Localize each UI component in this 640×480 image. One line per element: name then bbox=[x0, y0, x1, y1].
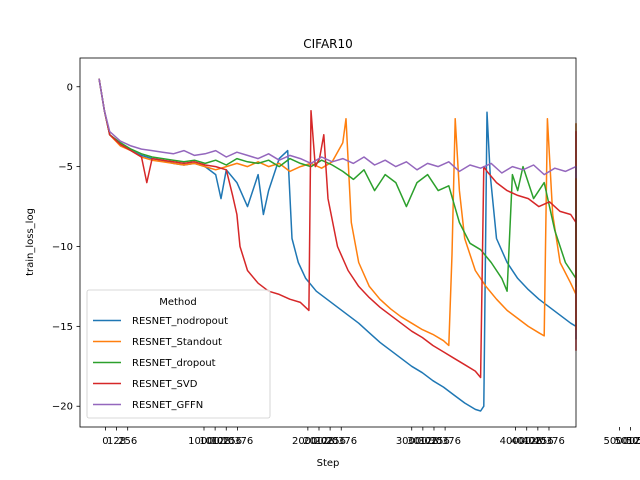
legend-title: Method bbox=[159, 297, 197, 308]
legend-label-RESNET_dropout: RESNET_dropout bbox=[132, 358, 216, 369]
x-tick-label: 128 bbox=[107, 436, 126, 447]
y-tick-label: −5 bbox=[58, 162, 73, 173]
x-tick-label: 10256 bbox=[210, 436, 242, 447]
y-tick-label: 0 bbox=[67, 82, 73, 93]
x-tick-label: 20128 bbox=[303, 436, 335, 447]
y-tick-label: −20 bbox=[52, 402, 73, 413]
legend-items: RESNET_nodropout RESNET_Standout RESNET_dr… bbox=[93, 316, 228, 411]
legend-label-RESNET_nodropout: RESNET_nodropout bbox=[132, 316, 228, 327]
chart-title: CIFAR10 bbox=[303, 37, 353, 51]
y-tick-label: −10 bbox=[52, 242, 73, 253]
y-axis: 0 −5 −10 −15 −20 bbox=[52, 82, 80, 413]
x-tick-label: 50376 bbox=[637, 436, 640, 447]
legend-box bbox=[86, 289, 271, 419]
x-tick-label: 50000 bbox=[604, 436, 636, 447]
legend-label-RESNET_Standout: RESNET_Standout bbox=[132, 337, 222, 348]
x-tick-label: 40000 bbox=[500, 436, 532, 447]
x-tick-label: 30000 bbox=[396, 436, 428, 447]
x-tick-label: 50256 bbox=[626, 436, 640, 447]
x-tick-label: 20000 bbox=[292, 436, 324, 447]
x-tick-label: 40256 bbox=[522, 436, 554, 447]
x-tick-label: 30128 bbox=[407, 436, 439, 447]
legend-label-RESNET_GFFN: RESNET_GFFN bbox=[132, 400, 203, 411]
x-tick-label: 10128 bbox=[199, 436, 231, 447]
legend: Method RESNET_nodropoutRESNET_StandoutRE… bbox=[86, 289, 271, 419]
plot-frame bbox=[79, 57, 577, 428]
y-axis-label: train_loss_log bbox=[25, 208, 36, 276]
x-tick-label: 40376 bbox=[533, 436, 565, 447]
x-tick-label: 30256 bbox=[418, 436, 450, 447]
x-tick-label: 10000 bbox=[188, 436, 220, 447]
x-tick-label: 20256 bbox=[314, 436, 346, 447]
x-tick-label: 10376 bbox=[221, 436, 253, 447]
x-tick-label: 50128 bbox=[615, 436, 640, 447]
x-tick-label: 20376 bbox=[325, 436, 357, 447]
x-axis-label: Step bbox=[317, 458, 340, 469]
x-tick-label: 0 bbox=[102, 436, 108, 447]
x-tick-label: 256 bbox=[118, 436, 137, 447]
x-tick-label: 40128 bbox=[511, 436, 543, 447]
y-tick-label: −15 bbox=[52, 322, 73, 333]
legend-label-RESNET_SVD: RESNET_SVD bbox=[132, 379, 198, 390]
x-tick-label: 30376 bbox=[429, 436, 461, 447]
